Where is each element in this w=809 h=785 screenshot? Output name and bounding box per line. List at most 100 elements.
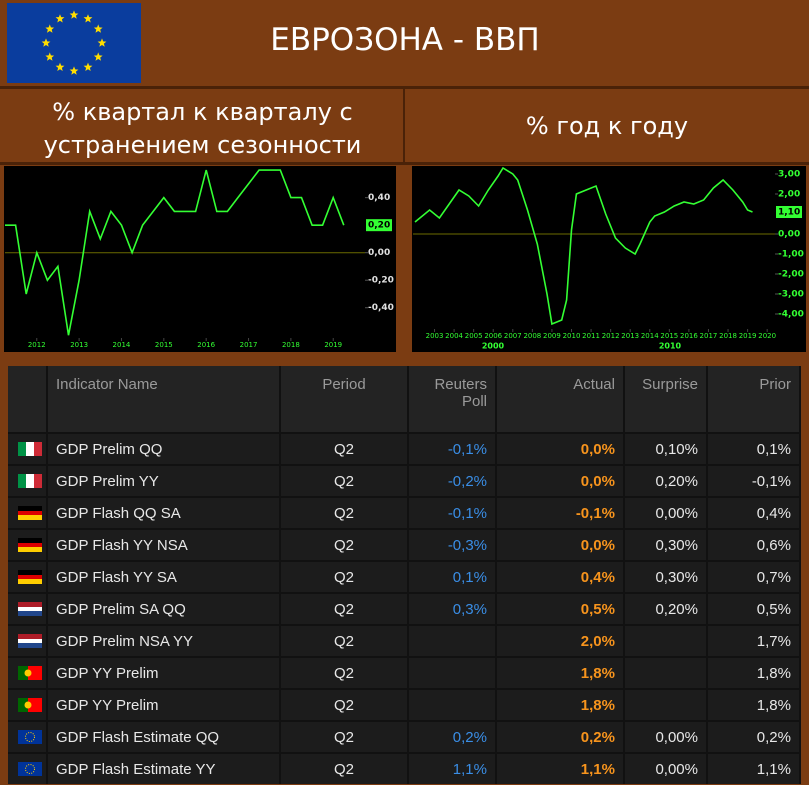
flag-cell bbox=[8, 464, 48, 497]
chart-bg bbox=[412, 166, 806, 352]
table-cell: GDP Flash Estimate YY bbox=[47, 752, 281, 784]
star bbox=[93, 24, 103, 33]
flag bbox=[18, 730, 42, 744]
table-cell: 1,7% bbox=[707, 624, 801, 657]
table-row: GDP Flash Estimate QQ Q2 0,2% 0,2% 0,00% 0,2% bbox=[8, 720, 801, 753]
x-tick-label: 2004 bbox=[445, 332, 463, 340]
table-cell: 0,30% bbox=[624, 560, 708, 593]
table-cell: GDP Flash YY SA bbox=[47, 560, 281, 593]
column-header: Actual bbox=[496, 366, 625, 433]
star bbox=[83, 62, 93, 71]
table-cell: 0,5% bbox=[496, 592, 625, 625]
table-cell: 0,4% bbox=[496, 560, 625, 593]
x-tick-label: 2009 bbox=[543, 332, 561, 340]
table-row: GDP Prelim QQ Q2 -0,1% 0,0% 0,10% 0,1% bbox=[8, 432, 801, 465]
x-tick-label: 2017 bbox=[240, 341, 258, 349]
x-tick-label: 2016 bbox=[680, 332, 698, 340]
table-cell: GDP Flash QQ SA bbox=[47, 496, 281, 529]
table-cell bbox=[624, 688, 708, 721]
x-tick-label: 2020 bbox=[758, 332, 776, 340]
table-cell: 0,2% bbox=[707, 720, 801, 753]
x-tick-label: 2015 bbox=[660, 332, 678, 340]
column-header: Indicator Name bbox=[47, 366, 281, 433]
flag-cell bbox=[8, 656, 48, 689]
table-cell: 0,0% bbox=[496, 464, 625, 497]
star bbox=[93, 52, 103, 61]
table-cell: -0,1% bbox=[496, 496, 625, 529]
table-cell bbox=[408, 656, 497, 689]
column-header: Reuters Poll bbox=[408, 366, 497, 433]
series-line bbox=[5, 169, 345, 336]
flag bbox=[18, 602, 42, 616]
table-cell: -0,1% bbox=[408, 432, 497, 465]
flag bbox=[18, 666, 42, 680]
table-cell: Q2 bbox=[280, 496, 409, 529]
y-tick-label: 0,40 bbox=[368, 193, 390, 203]
table-row: GDP Prelim NSA YY Q2 2,0% 1,7% bbox=[8, 624, 801, 657]
table-cell: 1,8% bbox=[496, 688, 625, 721]
star bbox=[97, 38, 107, 47]
table-cell: 1,8% bbox=[707, 656, 801, 689]
table-cell: 0,1% bbox=[707, 432, 801, 465]
table-cell: 0,20% bbox=[624, 464, 708, 497]
star bbox=[41, 38, 51, 47]
table-cell bbox=[408, 688, 497, 721]
indicator-table: Indicator Name Period Reuters Poll Actual Su… bbox=[8, 366, 801, 784]
table-cell: -0,1% bbox=[707, 464, 801, 497]
table-row: GDP Prelim SA QQ Q2 0,3% 0,5% 0,20% 0,5% bbox=[8, 592, 801, 625]
flag-cell bbox=[8, 624, 48, 657]
flag-cell bbox=[8, 688, 48, 721]
table-cell: 0,1% bbox=[408, 560, 497, 593]
flag-cell bbox=[8, 720, 48, 753]
flag bbox=[18, 762, 42, 776]
y-tick-label: -4,00 bbox=[778, 310, 804, 320]
y-tick-label: -2,00 bbox=[778, 270, 804, 280]
last-value-box bbox=[776, 206, 802, 218]
table-row: GDP YY Prelim Q2 1,8% 1,8% bbox=[8, 688, 801, 721]
table-cell: Q2 bbox=[280, 464, 409, 497]
x-tick-label: 2005 bbox=[465, 332, 483, 340]
table-cell: 1,1% bbox=[408, 752, 497, 784]
flag-cell bbox=[8, 752, 48, 784]
y-tick-label: 0,00 bbox=[778, 230, 800, 240]
decade-label: 2000 bbox=[482, 342, 505, 351]
divider bbox=[0, 86, 809, 89]
y-tick-label: -3,00 bbox=[778, 290, 804, 300]
table-cell: GDP Prelim QQ bbox=[47, 432, 281, 465]
column-header: Surprise bbox=[624, 366, 708, 433]
table-cell: 1,8% bbox=[496, 656, 625, 689]
flag-cell bbox=[8, 528, 48, 561]
column-header: Period bbox=[280, 366, 409, 433]
table-cell: Q2 bbox=[280, 688, 409, 721]
table-cell: 0,0% bbox=[496, 432, 625, 465]
table-cell: 0,3% bbox=[408, 592, 497, 625]
table-cell: Q2 bbox=[280, 528, 409, 561]
table-row: GDP Flash QQ SA Q2 -0,1% -0,1% 0,00% 0,4% bbox=[8, 496, 801, 529]
table-cell: Q2 bbox=[280, 432, 409, 465]
y-tick-label: 2,00 bbox=[778, 190, 800, 200]
flag-cell bbox=[8, 560, 48, 593]
x-tick-label: 2013 bbox=[621, 332, 639, 340]
x-tick-label: 2016 bbox=[197, 341, 215, 349]
flag bbox=[18, 474, 42, 488]
table-cell: 0,2% bbox=[496, 720, 625, 753]
star bbox=[45, 24, 55, 33]
table-cell: GDP Prelim YY bbox=[47, 464, 281, 497]
table-cell: 0,20% bbox=[624, 592, 708, 625]
table-row: GDP Prelim YY Q2 -0,2% 0,0% 0,20% -0,1% bbox=[8, 464, 801, 497]
last-value-box bbox=[366, 219, 392, 232]
table-cell bbox=[624, 656, 708, 689]
x-tick-label: 2012 bbox=[28, 341, 46, 349]
table-cell: Q2 bbox=[280, 656, 409, 689]
table-cell: 0,4% bbox=[707, 496, 801, 529]
x-tick-label: 2003 bbox=[426, 332, 444, 340]
table-cell: GDP YY Prelim bbox=[47, 688, 281, 721]
table-cell: 0,7% bbox=[707, 560, 801, 593]
chart-title: % год к году bbox=[525, 112, 689, 140]
table-header: Indicator Name Period Reuters Poll Actual Su… bbox=[8, 366, 801, 433]
table-cell bbox=[408, 624, 497, 657]
table-row: GDP Flash YY NSA Q2 -0,3% 0,0% 0,30% 0,6% bbox=[8, 528, 801, 561]
flag bbox=[18, 506, 42, 520]
